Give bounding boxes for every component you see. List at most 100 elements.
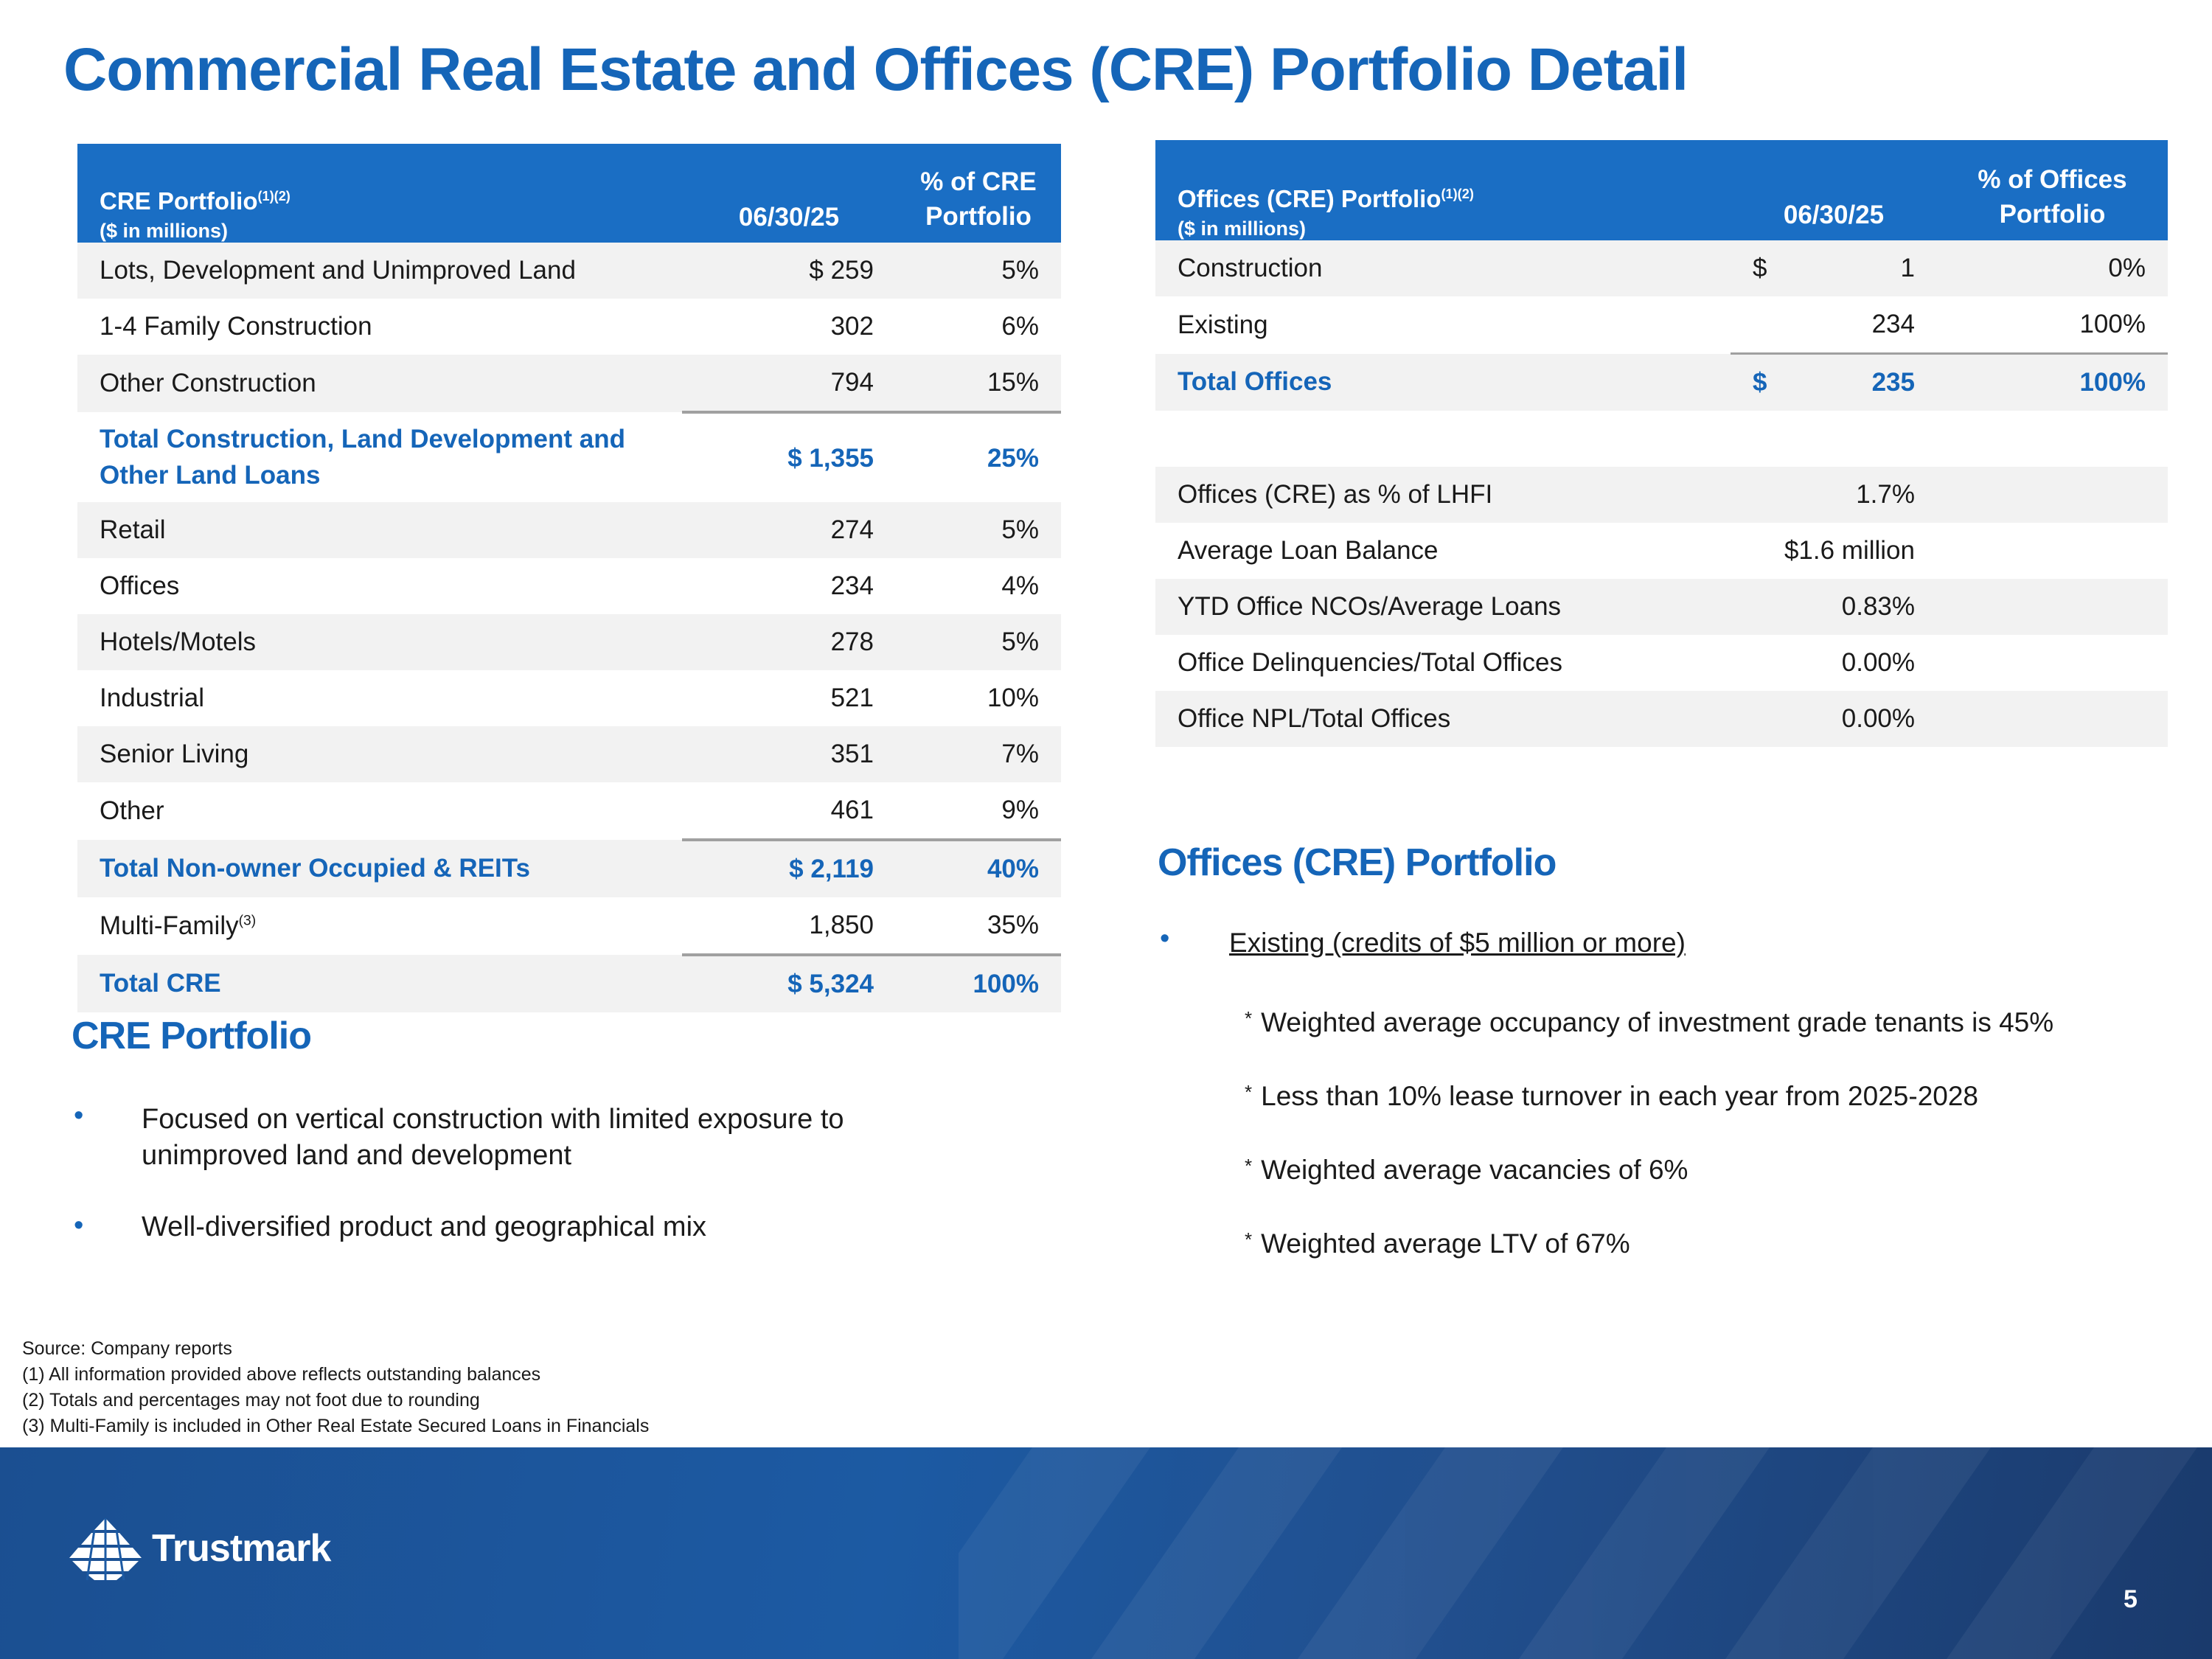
row-label-line1: Total Construction, Land Development and (100, 425, 625, 453)
table-row: Senior Living 351 7% (77, 726, 1061, 782)
row-percent: 40% (896, 838, 1061, 897)
row-percent: 4% (1001, 571, 1039, 600)
row-label: Total Construction, Land Development and… (77, 412, 682, 502)
cre-bullet-1-line2: unimproved land and development (142, 1140, 572, 1171)
metric-label: Offices (CRE) as % of LHFI (1155, 467, 1731, 523)
row-value: 234 (830, 571, 874, 600)
asterisk-mark: * (1245, 1228, 1253, 1251)
footnotes: Source: Company reports (1) All informat… (22, 1336, 649, 1439)
column-header-date: 06/30/25 (682, 144, 896, 243)
row-percent: 10% (987, 684, 1039, 712)
column-header-label: Offices (CRE) Portfolio(1)(2) ($ in mill… (1155, 140, 1731, 240)
empty-cell (1937, 467, 2168, 523)
asterisk-mark: * (1245, 1155, 1253, 1177)
row-label-text: Multi-Family (100, 911, 239, 940)
header-title: CRE Portfolio (100, 187, 258, 215)
table-header-row: Offices (CRE) Portfolio(1)(2) ($ in mill… (1155, 140, 2168, 240)
table-row: Existing 234 100% (1155, 296, 2168, 354)
row-value: $ 1,355 (682, 411, 896, 502)
row-percent: 5% (896, 614, 1061, 670)
row-currency (1731, 296, 1782, 354)
bullet-dot: • (1160, 923, 1170, 954)
row-value: 1 (1782, 240, 1937, 296)
bullet-dot: • (74, 1210, 84, 1241)
table-row-total: Total Non-owner Occupied & REITs $ 2,119… (77, 838, 1061, 897)
table-row-total: Total CRE $ 5,324 100% (77, 953, 1061, 1012)
offices-sub-item: * Weighted average occupancy of investmen… (1245, 1007, 2053, 1038)
row-label: Retail (77, 502, 682, 558)
offices-portfolio-table: Offices (CRE) Portfolio(1)(2) ($ in mill… (1155, 140, 2168, 747)
table-row: Construction $ 1 0% (1155, 240, 2168, 296)
cre-section-title: CRE Portfolio (72, 1015, 312, 1057)
row-value: 235 (1782, 352, 1937, 411)
table-header-row: CRE Portfolio(1)(2) ($ in millions) 06/3… (77, 144, 1061, 243)
spacer-cell (1937, 411, 2168, 467)
cre-bullet-2: Well-diversified product and geographica… (142, 1211, 707, 1242)
row-label: Other (100, 796, 164, 825)
row-currency: $ (1731, 352, 1782, 411)
table-row: Industrial 521 10% (77, 670, 1061, 726)
metric-label: Office Delinquencies/Total Offices (1178, 648, 1563, 677)
table-row-total: Total Offices $ 235 100% (1155, 352, 2168, 411)
row-label: Industrial (100, 684, 205, 712)
metric-label: Average Loan Balance (1178, 536, 1439, 565)
header-pct-line2: Portfolio (925, 201, 1032, 231)
row-value: 794 (682, 355, 896, 412)
metric-value: $1.6 million (1784, 536, 1915, 565)
header-units: ($ in millions) (1178, 218, 1307, 240)
table-row: Other 461 9% (77, 782, 1061, 840)
spacer-cell (1731, 411, 1782, 467)
row-percent: 100% (896, 953, 1061, 1012)
logo-wordmark: Trustmark (152, 1527, 331, 1570)
table-row-total: Total Construction, Land Development and… (77, 411, 1061, 502)
table-row: Office NPL/Total Offices 0.00% (1155, 691, 2168, 747)
table-row: Lots, Development and Unimproved Land $ … (77, 243, 1061, 299)
row-label: Total Non-owner Occupied & REITs (77, 840, 682, 897)
row-label: Construction (1155, 240, 1731, 296)
row-label: Lots, Development and Unimproved Land (77, 243, 682, 299)
sub-item-text: Weighted average vacancies of 6% (1261, 1155, 1688, 1185)
offices-sub-item: * Less than 10% lease turnover in each ye… (1245, 1081, 1978, 1112)
row-percent: 7% (896, 726, 1061, 782)
header-footnote-marker: (1)(2) (1441, 187, 1474, 201)
row-percent: 9% (1001, 796, 1039, 824)
empty-cell (1937, 579, 2168, 635)
row-percent: 25% (896, 411, 1061, 502)
trustmark-logo-icon (69, 1518, 142, 1581)
row-label: Other Construction (77, 355, 682, 412)
table-spacer-row (1155, 411, 2168, 467)
offices-bullet: Existing (credits of $5 million or more) (1229, 928, 1686, 958)
row-currency: $ (1731, 240, 1782, 296)
offices-sub-item: * Weighted average vacancies of 6% (1245, 1155, 1688, 1186)
column-header-date: 06/30/25 (1731, 140, 1937, 240)
row-value: $ 259 (682, 243, 896, 299)
column-header-label: CRE Portfolio(1)(2) ($ in millions) (77, 144, 682, 243)
row-label: Multi-Family(3) (77, 897, 682, 955)
offices-section-title: Offices (CRE) Portfolio (1158, 841, 1557, 884)
table-row: Offices 234 4% (77, 558, 1061, 614)
metric-value: 0.83% (1731, 579, 1937, 635)
table-row: Other Construction 794 15% (77, 355, 1061, 412)
header-pct-line1: % of CRE (920, 167, 1037, 196)
row-value: 461 (830, 796, 874, 824)
table-row: Office Delinquencies/Total Offices 0.00% (1155, 635, 2168, 691)
header-footnote-marker: (1)(2) (257, 189, 291, 204)
row-value: 302 (830, 312, 874, 341)
footer-band: Trustmark (0, 1447, 2212, 1659)
column-header-percent: % of Offices Portfolio (1937, 140, 2168, 240)
table-row: Average Loan Balance $1.6 million (1155, 523, 2168, 579)
metric-label: Office NPL/Total Offices (1155, 691, 1731, 747)
metric-value: 1.7% (1731, 467, 1937, 523)
row-percent: 5% (896, 502, 1061, 558)
row-label: Total CRE (77, 955, 682, 1012)
offices-sub-item: * Weighted average LTV of 67% (1245, 1228, 1630, 1259)
row-percent: 5% (896, 243, 1061, 299)
header-pct-line2: Portfolio (1999, 199, 2106, 229)
row-label: Senior Living (77, 726, 682, 782)
row-label: Total Offices (1155, 353, 1731, 411)
header-pct-line1: % of Offices (1978, 164, 2127, 194)
row-label: Offices (100, 571, 180, 600)
sub-item-text: Less than 10% lease turnover in each yea… (1261, 1081, 1979, 1111)
row-label: Hotels/Motels (77, 614, 682, 670)
cre-bullet-1: Focused on vertical construction with li… (142, 1102, 844, 1174)
